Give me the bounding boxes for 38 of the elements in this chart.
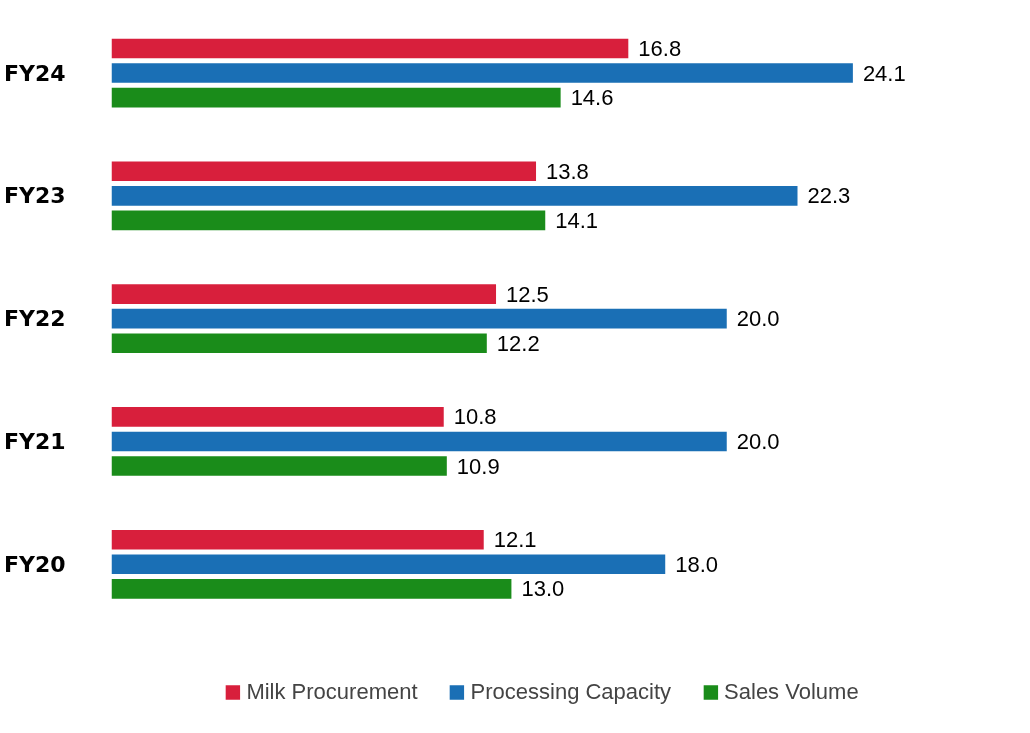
bar	[111, 87, 561, 108]
bar	[111, 579, 512, 599]
bar	[111, 308, 727, 329]
data-label: 14.6	[570, 85, 614, 111]
data-label: 13.0	[521, 576, 565, 602]
y-tick-label: FY21	[3, 428, 66, 454]
data-label: 10.9	[456, 453, 500, 479]
bar	[111, 456, 447, 476]
y-tick-label: FY20	[3, 551, 66, 577]
legend-label: Milk Procurement	[246, 679, 418, 705]
data-label: 22.3	[807, 183, 851, 209]
legend-label: Processing Capacity	[470, 679, 672, 705]
data-label: 20.0	[736, 428, 780, 454]
data-label: 14.1	[555, 207, 599, 233]
data-label: 12.2	[496, 330, 540, 356]
data-label: 20.0	[736, 306, 780, 332]
bar	[111, 554, 666, 575]
bar	[111, 284, 497, 304]
bar	[111, 161, 537, 182]
bar	[111, 333, 487, 354]
y-tick-label: FY24	[3, 60, 66, 86]
data-label: 18.0	[675, 551, 719, 577]
bar	[111, 38, 629, 59]
bar	[111, 63, 853, 83]
y-tick-label: FY22	[3, 306, 66, 332]
bar	[111, 186, 798, 206]
bar	[111, 431, 727, 452]
data-label: 12.1	[493, 527, 537, 553]
data-label: 16.8	[638, 35, 682, 61]
bar	[111, 407, 444, 427]
bar	[111, 210, 546, 231]
legend-label: Sales Volume	[724, 679, 859, 705]
data-label: 10.8	[453, 404, 497, 430]
y-tick-label: FY23	[3, 183, 66, 209]
data-label: 13.8	[546, 158, 589, 184]
bar	[111, 529, 484, 550]
data-label: 24.1	[862, 60, 906, 86]
data-label: 12.5	[506, 281, 549, 307]
